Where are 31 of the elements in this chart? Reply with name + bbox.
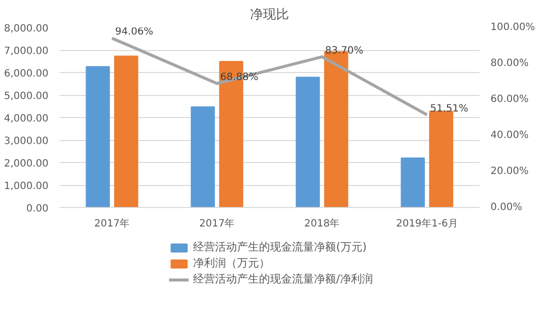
y2-tick-label: 0.00% bbox=[490, 202, 522, 213]
bar bbox=[114, 56, 138, 208]
bar bbox=[190, 106, 215, 208]
y-tick-label: 0.00 bbox=[26, 204, 48, 214]
y-tick-label: 8,000.00 bbox=[4, 24, 48, 34]
data-label: 94.06% bbox=[115, 26, 154, 38]
legend-label: 经营活动产生的现金流量净额/净利润 bbox=[193, 272, 373, 286]
y2-tick-label: 40.00% bbox=[490, 130, 529, 141]
chart-title: 净现比 bbox=[250, 8, 289, 22]
line-series bbox=[110, 36, 428, 116]
x-tick-label: 2018年 bbox=[304, 218, 340, 230]
bar bbox=[400, 158, 425, 208]
bar bbox=[86, 66, 110, 208]
y2-tick-label: 80.00% bbox=[490, 58, 529, 69]
y-tick-label: 2,000.00 bbox=[4, 158, 48, 170]
y-tick-label: 5,000.00 bbox=[4, 91, 48, 102]
bar bbox=[429, 110, 454, 208]
y-tick-label: 3,000.00 bbox=[4, 136, 48, 147]
x-tick-label: 2017年 bbox=[94, 218, 130, 230]
bar bbox=[296, 76, 320, 208]
x-tick-label: 2019年1-6月 bbox=[396, 218, 458, 230]
legend-label: 净利润（万元） bbox=[193, 256, 270, 270]
y-tick-label: 7,000.00 bbox=[4, 46, 48, 57]
y2-tick-label: 60.00% bbox=[490, 94, 529, 105]
y2-tick-label: 100.00% bbox=[490, 22, 535, 33]
x-tick-label: 2017年 bbox=[199, 218, 235, 230]
y-tick-label: 4,000.00 bbox=[4, 114, 48, 124]
legend-label: 经营活动产生的现金流量净额(万元) bbox=[193, 240, 367, 254]
y-tick-label: 6,000.00 bbox=[4, 68, 48, 80]
y-tick-label: 1,000.00 bbox=[4, 181, 48, 192]
y2-tick-label: 20.00% bbox=[490, 166, 529, 177]
